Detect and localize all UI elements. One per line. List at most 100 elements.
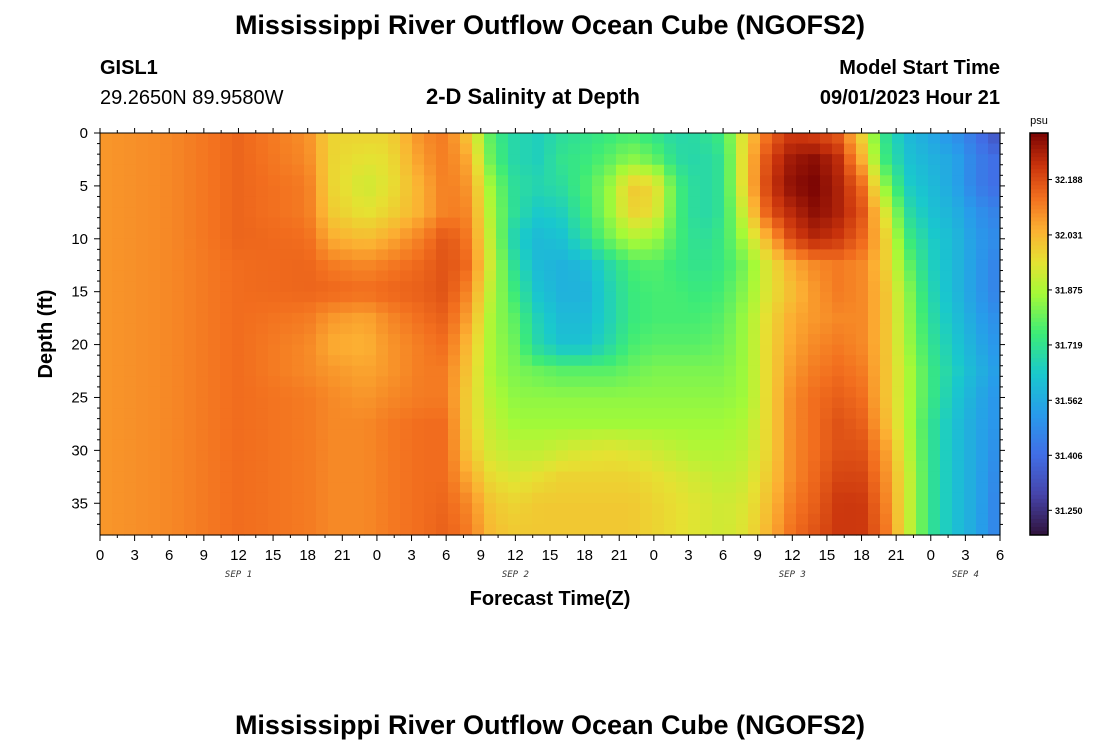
- heatmap-cell: [280, 439, 293, 451]
- heatmap-cell: [880, 439, 893, 451]
- heatmap-cell: [628, 344, 641, 356]
- heatmap-cell: [508, 164, 521, 176]
- heatmap-cell: [388, 376, 401, 388]
- heatmap-cell: [364, 355, 377, 367]
- heatmap-cell: [856, 217, 869, 229]
- heatmap-cell: [712, 450, 725, 462]
- heatmap-cell: [640, 439, 653, 451]
- colorbar-segment: [1030, 474, 1048, 480]
- heatmap-cell: [112, 334, 125, 346]
- heatmap-cell: [640, 355, 653, 367]
- heatmap-cell: [568, 524, 581, 536]
- heatmap-cell: [364, 397, 377, 409]
- heatmap-cell: [760, 450, 773, 462]
- heatmap-cell: [280, 429, 293, 441]
- heatmap-cell: [592, 164, 605, 176]
- colorbar-tick-label: 31.406: [1055, 451, 1083, 461]
- heatmap-cell: [988, 513, 1001, 526]
- heatmap-cell: [820, 344, 833, 356]
- heatmap-cell: [544, 450, 557, 462]
- heatmap-cell: [280, 408, 293, 420]
- heatmap-cell: [880, 376, 893, 388]
- heatmap-cell: [688, 228, 701, 240]
- heatmap-cell: [208, 503, 221, 515]
- heatmap-cell: [628, 270, 641, 282]
- colorbar-segment: [1030, 502, 1048, 508]
- heatmap-cell: [244, 133, 257, 145]
- heatmap-cell: [676, 238, 689, 250]
- heatmap-cell: [364, 228, 377, 240]
- heatmap-cell: [436, 228, 449, 240]
- heatmap-cell: [160, 259, 173, 272]
- heatmap-cell: [580, 460, 593, 473]
- heatmap-cell: [952, 439, 965, 451]
- heatmap-cell: [100, 397, 113, 409]
- heatmap-cell: [664, 355, 677, 367]
- heatmap-cell: [256, 471, 269, 483]
- heatmap-cell: [148, 228, 161, 240]
- heatmap-cell: [508, 503, 521, 515]
- heatmap-cell: [712, 365, 725, 377]
- heatmap-cell: [244, 418, 257, 430]
- colorbar-segment: [1030, 378, 1048, 383]
- heatmap-cell: [136, 164, 149, 176]
- heatmap-cell: [580, 175, 593, 187]
- heatmap-cell: [508, 143, 521, 155]
- heatmap-cell: [376, 133, 389, 145]
- heatmap-cell: [508, 323, 521, 335]
- heatmap-cell: [784, 365, 797, 377]
- heatmap-cell: [100, 196, 113, 208]
- heatmap-cell: [268, 376, 281, 388]
- heatmap-cell: [412, 228, 425, 240]
- heatmap-cell: [664, 334, 677, 346]
- heatmap-cell: [508, 259, 521, 272]
- colorbar-segment: [1030, 173, 1048, 178]
- heatmap-cell: [328, 312, 341, 325]
- heatmap-cell: [460, 270, 473, 282]
- heatmap-cell: [196, 175, 209, 187]
- heatmap-cell: [748, 429, 761, 441]
- heatmap-cell: [772, 482, 785, 494]
- heatmap-cell: [628, 397, 641, 409]
- heatmap-cell: [112, 154, 125, 166]
- heatmap-cell: [700, 386, 713, 399]
- main-title: Mississippi River Outflow Ocean Cube (NG…: [234, 10, 866, 40]
- heatmap-cell: [808, 143, 821, 155]
- heatmap-cell: [304, 450, 317, 462]
- heatmap-cell: [988, 344, 1001, 356]
- heatmap-cell: [460, 133, 473, 145]
- colorbar-segment: [1030, 261, 1048, 267]
- heatmap-cell: [880, 397, 893, 409]
- heatmap-cell: [652, 460, 665, 473]
- colorbar-segment: [1030, 394, 1048, 399]
- heatmap-cell: [556, 450, 569, 462]
- heatmap-cell: [712, 376, 725, 388]
- colorbar-segment: [1030, 386, 1048, 391]
- heatmap-cell: [664, 450, 677, 462]
- heatmap-cell: [976, 365, 989, 377]
- heatmap-cell: [352, 323, 365, 335]
- heatmap-cell: [568, 460, 581, 473]
- heatmap-cell: [520, 418, 533, 430]
- heatmap-cell: [328, 164, 341, 176]
- heatmap-cell: [700, 281, 713, 293]
- heatmap-cell: [172, 471, 185, 483]
- heatmap-cell: [796, 460, 809, 473]
- heatmap-cell: [196, 355, 209, 367]
- heatmap-cell: [760, 408, 773, 420]
- heatmap-cell: [736, 450, 749, 462]
- heatmap-cell: [436, 164, 449, 176]
- heatmap-cell: [748, 408, 761, 420]
- heatmap-cell: [196, 207, 209, 219]
- heatmap-cell: [928, 217, 941, 229]
- heatmap-cell: [952, 429, 965, 441]
- heatmap-cell: [340, 259, 353, 272]
- heatmap-cell: [928, 164, 941, 176]
- heatmap-cell: [520, 503, 533, 515]
- heatmap-cell: [244, 492, 257, 504]
- heatmap-cell: [784, 207, 797, 219]
- heatmap-cell: [160, 196, 173, 208]
- heatmap-cell: [676, 207, 689, 219]
- heatmap-cell: [436, 492, 449, 504]
- heatmap-cell: [712, 185, 725, 198]
